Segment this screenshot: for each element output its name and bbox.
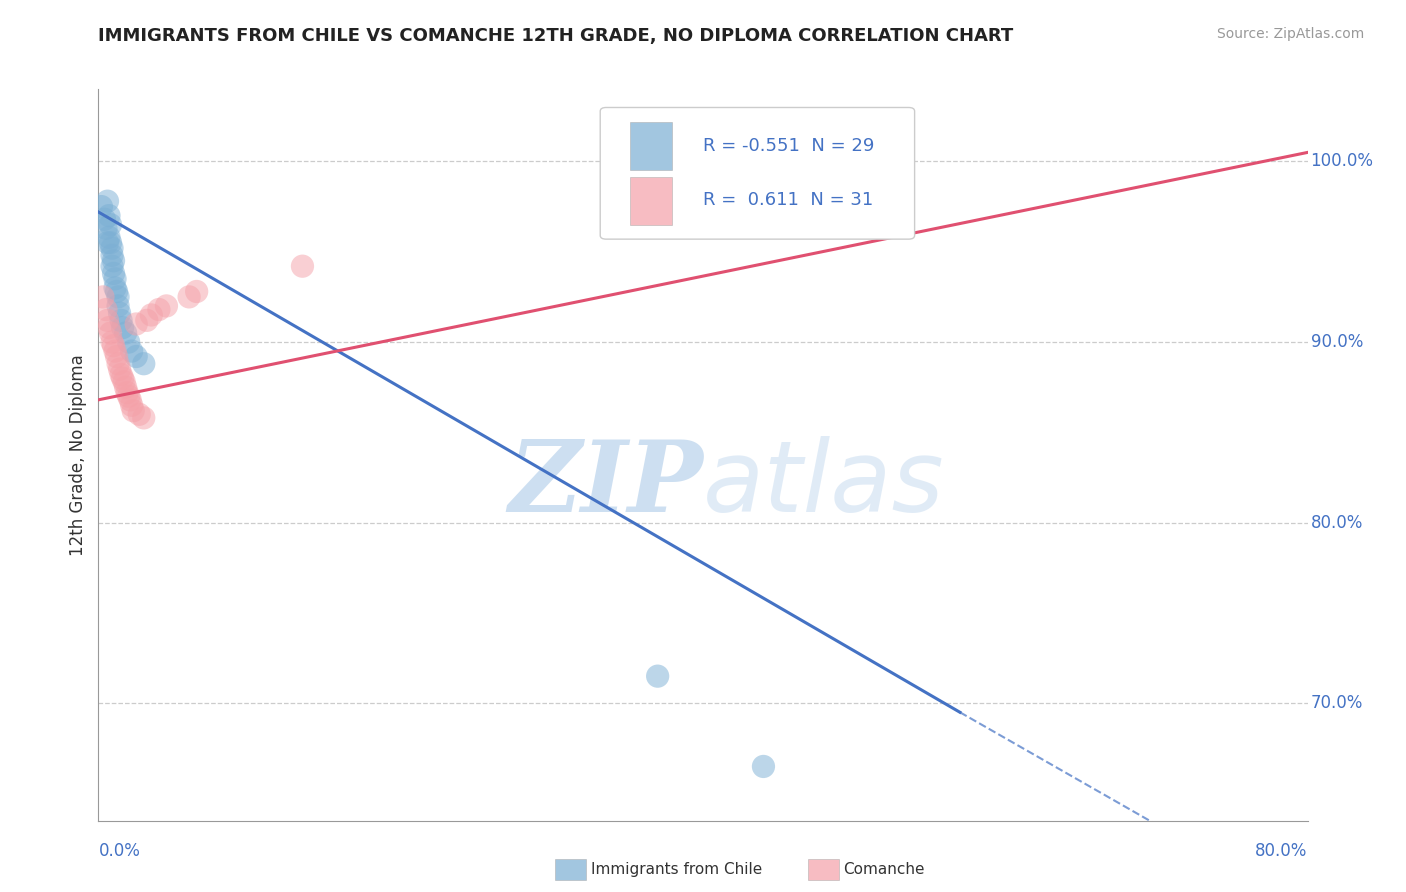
Point — [111, 371, 134, 385]
Point — [111, 320, 134, 334]
Point — [177, 290, 201, 304]
Point — [121, 344, 143, 359]
FancyBboxPatch shape — [630, 122, 672, 169]
Text: 100.0%: 100.0% — [1310, 153, 1374, 170]
Point — [114, 326, 136, 340]
Point — [118, 334, 141, 349]
Text: Immigrants from Chile: Immigrants from Chile — [591, 863, 762, 877]
Point — [110, 313, 132, 327]
Point — [104, 281, 127, 295]
Point — [132, 410, 155, 425]
Point — [107, 299, 129, 313]
Point — [132, 357, 155, 371]
Point — [148, 302, 170, 317]
Point — [100, 235, 122, 250]
Point — [114, 380, 136, 394]
Point — [108, 362, 131, 376]
Point — [104, 344, 127, 359]
Point — [98, 320, 121, 334]
Point — [128, 407, 150, 421]
Point — [118, 389, 141, 403]
Point — [101, 248, 124, 262]
Point — [141, 308, 163, 322]
Point — [96, 235, 118, 250]
Text: 70.0%: 70.0% — [1310, 694, 1362, 712]
Point — [100, 326, 122, 340]
Point — [110, 368, 132, 382]
Point — [186, 285, 208, 299]
Text: 80.0%: 80.0% — [1256, 842, 1308, 860]
Point — [105, 285, 128, 299]
Text: 90.0%: 90.0% — [1310, 333, 1362, 351]
Point — [98, 230, 121, 244]
Text: R = -0.551  N = 29: R = -0.551 N = 29 — [703, 137, 875, 155]
Y-axis label: 12th Grade, No Diploma: 12th Grade, No Diploma — [69, 354, 87, 556]
Text: IMMIGRANTS FROM CHILE VS COMANCHE 12TH GRADE, NO DIPLOMA CORRELATION CHART: IMMIGRANTS FROM CHILE VS COMANCHE 12TH G… — [98, 27, 1014, 45]
Text: ZIP: ZIP — [508, 436, 703, 533]
Point — [91, 290, 114, 304]
Point — [112, 375, 135, 389]
Text: atlas: atlas — [703, 435, 945, 533]
Point — [752, 759, 775, 773]
Text: 80.0%: 80.0% — [1310, 514, 1362, 532]
Point — [108, 306, 131, 320]
Point — [94, 221, 117, 235]
Point — [94, 302, 117, 317]
Point — [96, 313, 118, 327]
Point — [155, 299, 177, 313]
Point — [107, 357, 129, 371]
Text: Comanche: Comanche — [844, 863, 925, 877]
Point — [135, 313, 157, 327]
Point — [647, 200, 669, 214]
Point — [103, 339, 125, 353]
Point — [647, 669, 669, 683]
Point — [101, 334, 124, 349]
Point — [103, 267, 125, 281]
Point — [90, 200, 112, 214]
Point — [107, 290, 129, 304]
Point — [120, 392, 142, 407]
Point — [122, 403, 145, 417]
Point — [103, 253, 125, 268]
Point — [104, 272, 127, 286]
FancyBboxPatch shape — [630, 177, 672, 225]
Point — [105, 350, 128, 364]
Point — [101, 259, 124, 273]
FancyBboxPatch shape — [600, 108, 915, 239]
Text: Source: ZipAtlas.com: Source: ZipAtlas.com — [1216, 27, 1364, 41]
Point — [93, 212, 115, 227]
Point — [125, 350, 148, 364]
Point — [101, 241, 124, 255]
Point — [125, 317, 148, 331]
Point — [121, 398, 143, 412]
Point — [100, 218, 122, 232]
Point — [291, 259, 314, 273]
Point — [115, 385, 138, 400]
Text: R =  0.611  N = 31: R = 0.611 N = 31 — [703, 192, 873, 210]
Point — [96, 194, 118, 209]
Text: 0.0%: 0.0% — [98, 842, 141, 860]
Point — [98, 209, 121, 223]
